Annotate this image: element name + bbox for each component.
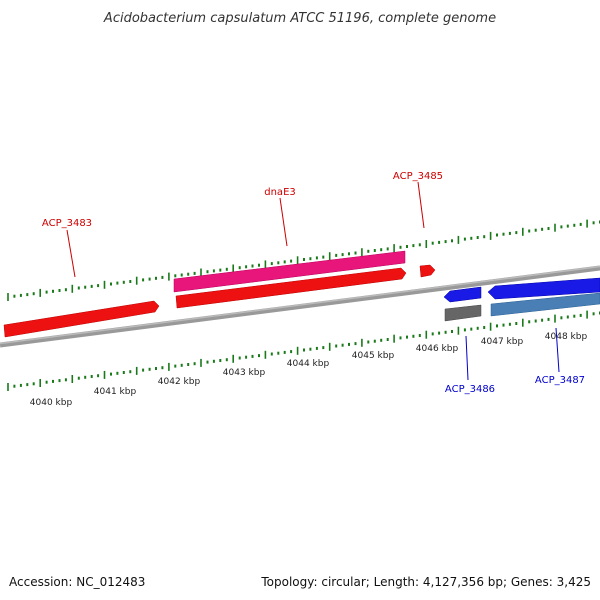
label-acp-3487: ACP_3487: [535, 375, 585, 386]
bottom-ruler: [7, 310, 600, 391]
gene-acp-3483[interactable]: [3, 300, 160, 338]
kbp-label-4041: 4041 kbp: [94, 387, 137, 397]
topology-text: Topology: circular; Length: 4,127,356 bp…: [260, 575, 591, 589]
genome-backbone: [0, 265, 600, 348]
gene-dnae3[interactable]: [175, 267, 407, 309]
kbp-label-4040: 4040 kbp: [30, 398, 73, 408]
top-ruler: [7, 219, 600, 301]
cds-dnae3[interactable]: [173, 250, 406, 293]
gene-acp-3486[interactable]: [443, 286, 482, 303]
label-acp-3486: ACP_3486: [445, 384, 495, 395]
kbp-label-4048: 4048 kbp: [545, 332, 588, 342]
label-leaders: [66, 181, 560, 381]
forward-genes: [3, 250, 436, 338]
accession-text: Accession: NC_012483: [9, 575, 145, 589]
kbp-label-4047: 4047 kbp: [481, 337, 524, 347]
kbp-label-4046: 4046 kbp: [416, 344, 459, 354]
label-acp-3483: ACP_3483: [42, 218, 92, 229]
kbp-label-4045: 4045 kbp: [352, 351, 395, 361]
reverse-genes: [443, 277, 600, 322]
kbp-labels: 4040 kbp 4041 kbp 4042 kbp 4043 kbp 4044…: [30, 332, 588, 408]
gene-labels: ACP_3483 dnaE3 ACP_3485 ACP_3486 ACP_348…: [42, 171, 585, 395]
label-dnae3: dnaE3: [264, 187, 296, 198]
kbp-label-4042: 4042 kbp: [158, 377, 201, 387]
cds-acp-3486[interactable]: [444, 304, 482, 322]
gene-acp-3487[interactable]: [487, 277, 600, 300]
kbp-label-4043: 4043 kbp: [223, 368, 266, 378]
cds-acp-3487[interactable]: [490, 292, 600, 317]
label-acp-3485: ACP_3485: [393, 171, 443, 182]
map-title: Acidobacterium capsulatum ATCC 51196, co…: [103, 11, 496, 26]
gene-acp-3485[interactable]: [419, 264, 436, 278]
kbp-label-4044: 4044 kbp: [287, 359, 330, 369]
